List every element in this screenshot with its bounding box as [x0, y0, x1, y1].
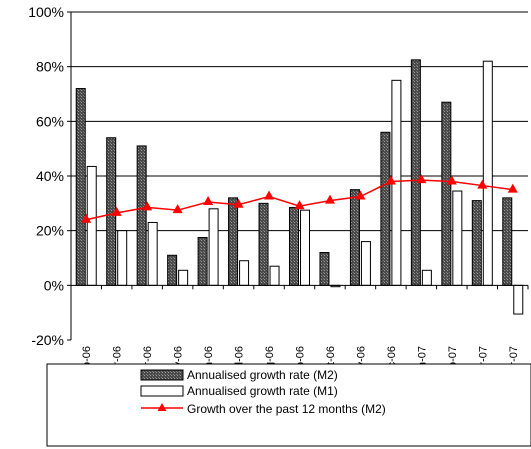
- bar-m1: [421, 269, 432, 286]
- growth-marker: [111, 206, 122, 216]
- growth-marker: [477, 179, 488, 189]
- growth-marker: [142, 201, 153, 211]
- bar-m1: [117, 230, 128, 286]
- bar-m1: [482, 60, 493, 286]
- bar-m1: [300, 209, 310, 286]
- y-tick-label: -20%: [31, 332, 64, 348]
- y-tick-label: 60%: [36, 113, 64, 129]
- growth-marker: [172, 204, 183, 214]
- legend-swatch-m1: [140, 385, 184, 397]
- bar-m1: [452, 190, 463, 286]
- bar-m1: [178, 269, 189, 286]
- growth-marker: [203, 195, 214, 205]
- bar-m1: [208, 208, 219, 286]
- growth-marker: [507, 183, 518, 193]
- bar-m2: [502, 197, 513, 286]
- bar-m1: [147, 221, 158, 286]
- legend: Annualised growth rate (M2) Annualised g…: [46, 363, 531, 447]
- growth-marker: [416, 174, 427, 184]
- bar-m1: [269, 265, 280, 286]
- growth-line: [81, 174, 518, 223]
- legend-label-m2: Annualised growth rate (M2): [187, 368, 338, 382]
- growth-marker: [446, 175, 457, 185]
- bar-m2: [75, 88, 86, 286]
- axes: [67, 11, 529, 341]
- bar-m2: [380, 131, 391, 286]
- y-tick-label: 0%: [44, 277, 64, 293]
- y-tick-label: 80%: [36, 59, 64, 75]
- legend-label-growth: Growth over the past 12 months (M2): [187, 402, 386, 416]
- bar-m1: [360, 241, 371, 286]
- bar-m1: [86, 165, 97, 286]
- growth-marker: [324, 194, 335, 204]
- y-tick-label: 40%: [36, 168, 64, 184]
- growth-marker: [233, 198, 244, 208]
- bar-m2: [167, 254, 178, 286]
- bar-m1: [239, 260, 250, 286]
- bar-m2: [258, 202, 269, 286]
- growth-marker: [385, 175, 396, 185]
- bar-m1: [513, 284, 524, 315]
- bar-m2: [410, 59, 421, 286]
- y-tick-label: 20%: [36, 223, 64, 239]
- bar-m2: [319, 252, 330, 286]
- bar-m2: [349, 189, 360, 286]
- bar-m2: [136, 145, 147, 286]
- bar-m2: [289, 206, 299, 286]
- bar-m2: [197, 237, 208, 286]
- bar-m2: [228, 197, 239, 286]
- legend-box: [46, 363, 531, 447]
- bar-m2: [471, 200, 482, 286]
- y-tick-label: 100%: [28, 4, 64, 20]
- growth-marker: [355, 190, 366, 200]
- growth-marker: [81, 213, 92, 223]
- bars: [75, 59, 524, 315]
- legend-label-m1: Annualised growth rate (M1): [187, 384, 338, 398]
- legend-marker-growth: [157, 403, 167, 411]
- y-tick-labels: 100% 80% 60% 40% 20% 0% -20%: [28, 4, 64, 348]
- bar-m2: [441, 101, 452, 286]
- growth-marker: [264, 190, 275, 200]
- growth-marker: [294, 200, 305, 210]
- legend-swatch-m2: [140, 369, 184, 381]
